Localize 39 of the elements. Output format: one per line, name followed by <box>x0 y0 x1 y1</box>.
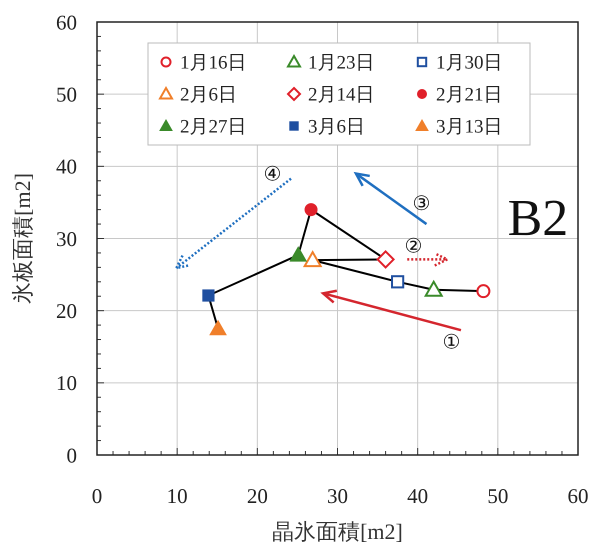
legend-label: 3月6日 <box>308 116 365 138</box>
legend-label: 1月23日 <box>308 52 374 74</box>
point <box>304 251 322 268</box>
point <box>210 320 227 336</box>
x-tick-label: 60 <box>568 484 588 508</box>
annotation: ③ <box>412 193 431 216</box>
point <box>424 280 443 297</box>
annotation: ① <box>442 332 460 354</box>
y-tick-label: 10 <box>56 371 77 396</box>
x-tick-label: 0 <box>92 484 102 508</box>
legend-label: 2月6日 <box>180 84 237 106</box>
point <box>476 284 490 298</box>
y-tick-label: 30 <box>56 226 77 251</box>
x-tick-label: 40 <box>407 484 428 508</box>
point <box>376 250 395 268</box>
y-axis-title: 氷板面積[m2] <box>10 173 35 304</box>
point <box>304 203 318 216</box>
annotation: ② <box>404 236 423 258</box>
point <box>202 289 215 302</box>
y-tick-label: 40 <box>56 154 77 179</box>
legend-label: 2月14日 <box>308 84 374 106</box>
x-tick-label: 30 <box>327 484 348 508</box>
y-tick-label: 20 <box>56 299 77 324</box>
legend-label: 3月13日 <box>436 116 502 138</box>
annotation: ④ <box>264 164 282 186</box>
x-tick-label: 50 <box>487 484 508 508</box>
legend-label: 1月30日 <box>436 52 502 74</box>
y-tick-label: 0 <box>66 443 77 468</box>
point <box>391 275 404 288</box>
y-tick-label: 60 <box>56 10 77 34</box>
x-tick-label: 20 <box>246 484 268 508</box>
annotation: B2 <box>508 190 568 248</box>
y-tick-label: 50 <box>56 82 77 107</box>
point <box>290 246 307 262</box>
legend-label: 1月16日 <box>180 52 246 74</box>
legend-label: 2月21日 <box>436 84 502 106</box>
x-tick-label: 10 <box>166 484 188 508</box>
legend-label: 2月27日 <box>180 116 246 138</box>
x-axis-title: 晶氷面積[m2] <box>272 519 403 544</box>
